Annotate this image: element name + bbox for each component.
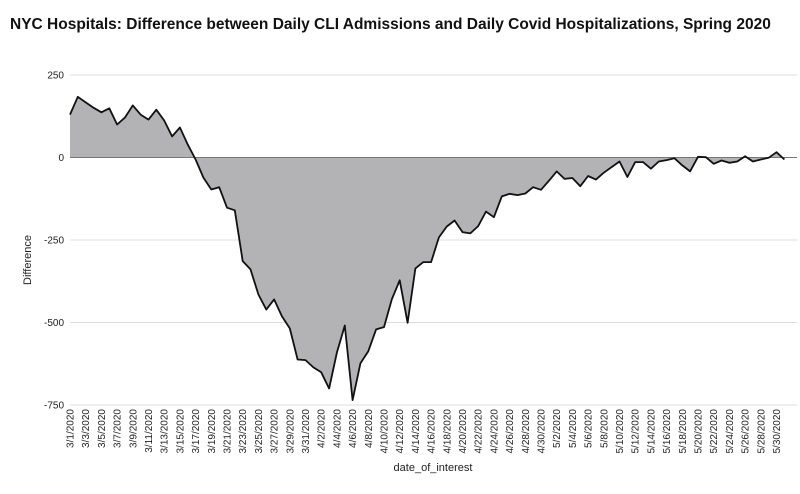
x-tick-label: 3/13/2020 [160,409,171,454]
x-tick-label: 5/16/2020 [662,409,673,454]
x-tick-label: 3/9/2020 [128,409,139,448]
x-tick-label: 3/21/2020 [223,409,234,454]
x-tick-label: 3/5/2020 [97,409,108,448]
x-tick-label: 3/15/2020 [175,409,186,454]
x-tick-label: 4/22/2020 [474,409,485,454]
x-tick-label: 5/22/2020 [709,409,720,454]
x-tick-label: 3/27/2020 [270,409,281,454]
x-tick-label: 5/12/2020 [631,409,642,454]
x-tick-label: 4/26/2020 [505,409,516,454]
x-tick-label: 4/4/2020 [332,409,343,448]
y-tick-label: -750 [44,401,64,412]
plot-area [69,95,797,402]
x-tick-label: 4/6/2020 [348,409,359,448]
x-tick-label: 3/23/2020 [238,409,249,454]
x-tick-label: 4/2/2020 [317,409,328,448]
x-tick-label: 5/26/2020 [741,409,752,454]
x-tick-label: 4/8/2020 [364,409,375,448]
x-tick-label: 5/28/2020 [756,409,767,454]
area-fill [70,96,785,401]
x-tick-label: 5/6/2020 [584,409,595,448]
x-tick-label: 5/2/2020 [552,409,563,448]
x-tick-label: 4/28/2020 [521,409,532,454]
x-tick-label: 5/4/2020 [568,409,579,448]
y-tick-label: 250 [47,71,64,82]
x-tick-label: 3/11/2020 [144,409,155,453]
x-tick-label: 5/14/2020 [646,409,657,454]
x-axis-label: date_of_interest [394,462,473,474]
x-tick-label: 3/1/2020 [66,409,77,448]
x-tick-label: 4/24/2020 [489,409,500,454]
x-tick-label: 3/7/2020 [113,409,124,448]
x-tick-label: 3/25/2020 [254,409,265,454]
x-tick-label: 3/3/2020 [81,409,92,448]
x-tick-label: 4/10/2020 [380,409,391,454]
x-tick-label: 5/24/2020 [725,409,736,454]
x-tick-label: 5/18/2020 [678,409,689,454]
x-tick-label: 3/19/2020 [207,409,218,454]
x-tick-label: 4/30/2020 [537,409,548,454]
x-tick-label: 4/12/2020 [395,409,406,454]
y-tick-label: 0 [58,153,64,164]
x-tick-label: 4/20/2020 [458,409,469,454]
series-line [69,95,786,402]
x-tick-label: 4/16/2020 [427,409,438,454]
y-axis-ticks: 250 0 -250 -500 -750 [44,71,64,412]
x-tick-label: 4/18/2020 [442,409,453,454]
x-tick-label: 5/10/2020 [615,409,626,454]
y-tick-label: -250 [44,236,64,247]
chart-title: NYC Hospitals: Difference between Daily … [10,16,771,33]
x-axis-ticks: 3/1/2020 3/3/2020 3/5/2020 3/7/2020 3/9/2020… [66,409,784,454]
x-tick-label: 4/14/2020 [411,409,422,454]
y-tick-label: -500 [44,318,64,329]
x-tick-label: 5/20/2020 [694,409,705,454]
y-axis-label: Difference [22,235,34,285]
x-tick-label: 5/8/2020 [599,409,610,448]
x-tick-label: 3/17/2020 [191,409,202,454]
x-tick-label: 3/29/2020 [285,409,296,454]
x-tick-label: 5/30/2020 [772,409,783,454]
x-tick-label: 3/31/2020 [301,409,312,454]
